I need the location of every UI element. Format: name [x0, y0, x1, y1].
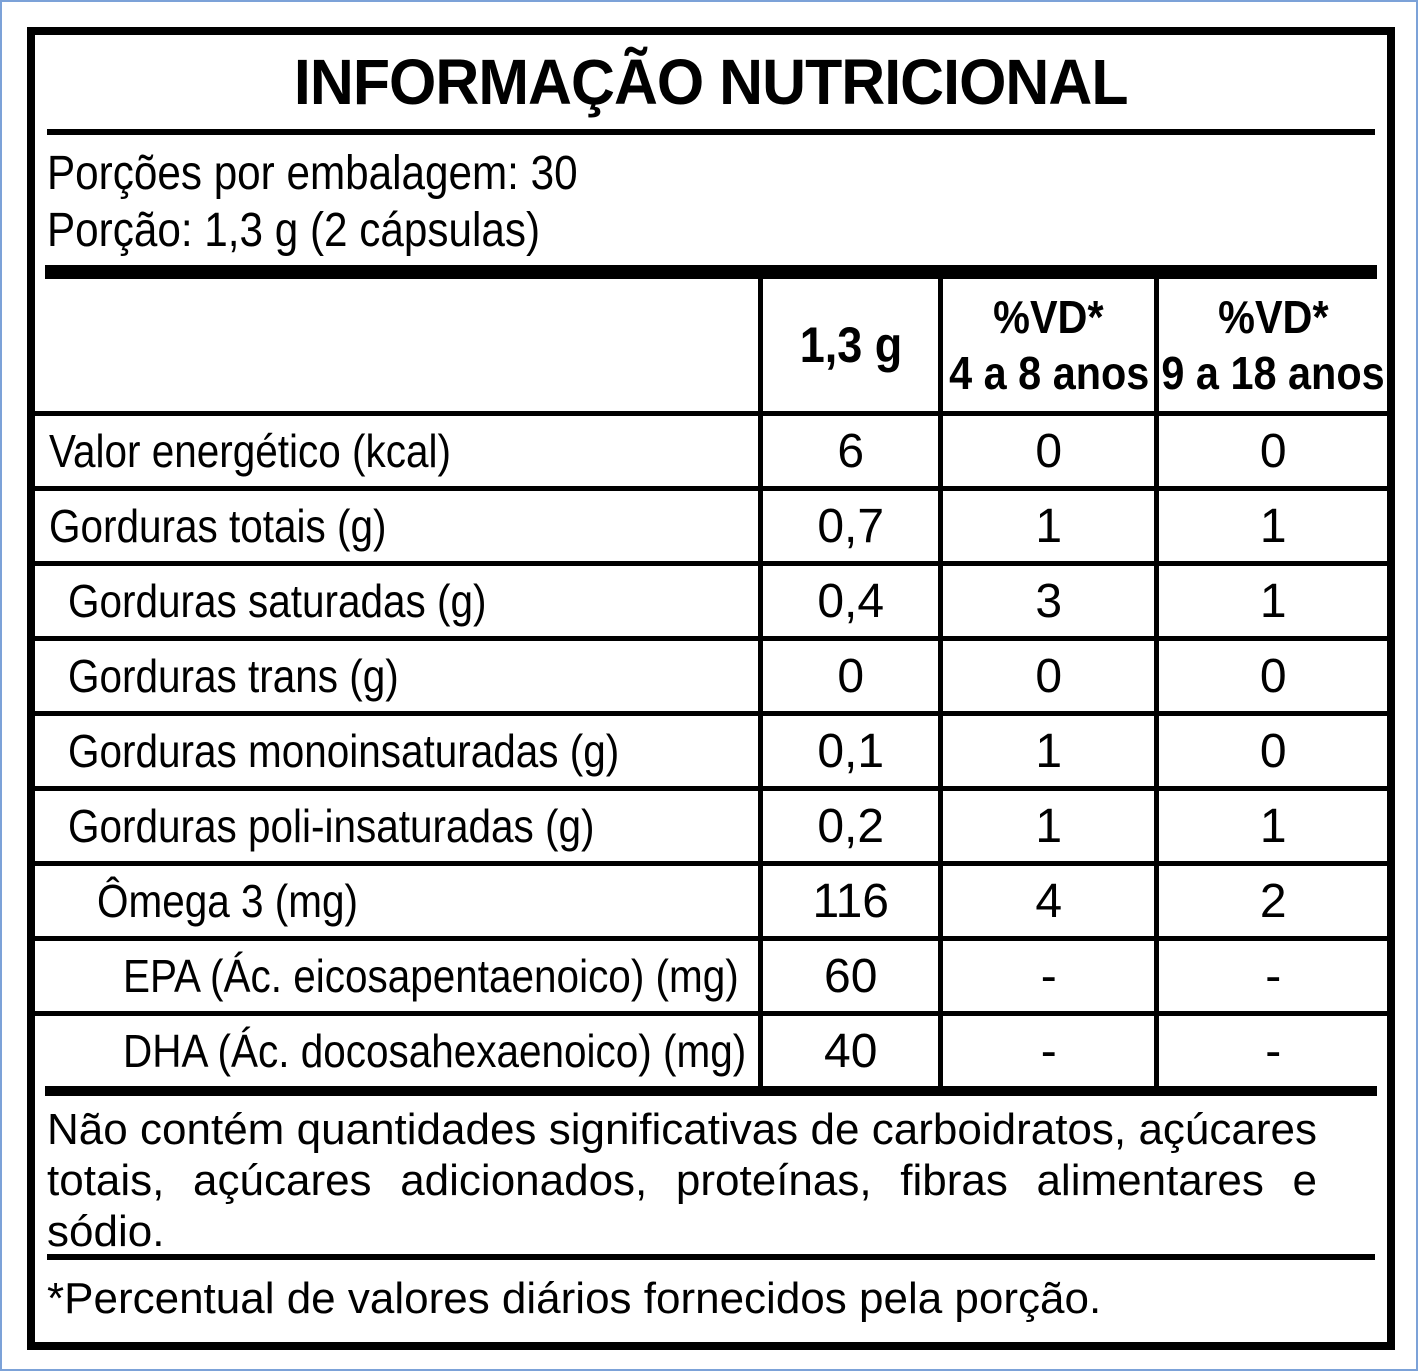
table-row-amount: 0,2	[758, 786, 939, 861]
column-header-vd-9-18: %VD* 9 a 18 anos	[1154, 279, 1387, 411]
table-row-label: DHA (Ác. docosahexaenoico) (mg)	[35, 1011, 759, 1086]
table-row-vd-9-18: 1	[1154, 486, 1387, 561]
nutrition-label-frame: INFORMAÇÃO NUTRICIONAL Porções por embal…	[27, 27, 1395, 1350]
table-row-amount: 0,4	[758, 561, 939, 636]
serving-info: Porções por embalagem: 30 Porção: 1,3 g …	[35, 135, 1387, 265]
table-row-label: Valor energético (kcal)	[35, 411, 759, 486]
table-row-amount: 0,7	[758, 486, 939, 561]
table-row-label: Gorduras monoinsaturadas (g)	[35, 711, 759, 786]
table-row-amount: 40	[758, 1011, 939, 1086]
serving-size: Porção: 1,3 g (2 cápsulas)	[47, 204, 541, 257]
table-row-vd-4-8: 4	[938, 861, 1155, 936]
table-row-vd-9-18: 1	[1154, 786, 1387, 861]
table-row-vd-4-8: 3	[938, 561, 1155, 636]
table-row-label: Gorduras trans (g)	[35, 636, 759, 711]
table-row-vd-9-18: 0	[1154, 636, 1387, 711]
table-row-amount: 0,1	[758, 711, 939, 786]
table-row-vd-4-8: -	[938, 936, 1155, 1011]
table-row-label: Gorduras poli-insaturadas (g)	[35, 786, 759, 861]
table-row-label: Ômega 3 (mg)	[35, 861, 759, 936]
table-row-label: Gorduras totais (g)	[35, 486, 759, 561]
table-row-vd-9-18: 0	[1154, 711, 1387, 786]
table-row-vd-4-8: 1	[938, 786, 1155, 861]
no-significant-amounts-note: Não contém quantidades significativas de…	[47, 1105, 1317, 1256]
column-header-amount: 1,3 g	[758, 279, 938, 411]
thick-divider-top	[45, 265, 1377, 279]
servings-per-package: Porções por embalagem: 30	[47, 147, 578, 200]
table-row-amount: 116	[758, 861, 939, 936]
table-row-vd-4-8: 0	[938, 636, 1155, 711]
nutrition-table: 1,3 g %VD* 4 a 8 anos %VD* 9 a 18 anos V…	[35, 279, 1387, 1086]
table-row-vd-9-18: -	[1154, 936, 1387, 1011]
table-row-amount: 60	[758, 936, 939, 1011]
table-row-label: Gorduras saturadas (g)	[35, 561, 759, 636]
footnote-divider	[47, 1254, 1375, 1260]
table-row-label: EPA (Ác. eicosapentaenoico) (mg)	[35, 936, 759, 1011]
table-row-vd-4-8: -	[938, 1011, 1155, 1086]
table-row-vd-9-18: 0	[1154, 411, 1387, 486]
table-row-vd-4-8: 1	[938, 486, 1155, 561]
column-header-vd-4-8: %VD* 4 a 8 anos	[938, 279, 1154, 411]
table-row-vd-9-18: 1	[1154, 561, 1387, 636]
table-row-vd-4-8: 0	[938, 411, 1155, 486]
column-header-blank	[35, 279, 758, 411]
thick-divider-bottom	[45, 1086, 1377, 1096]
table-row-amount: 6	[758, 411, 939, 486]
title-divider	[47, 129, 1375, 135]
page-title: INFORMAÇÃO NUTRICIONAL	[294, 46, 1129, 118]
label-header: INFORMAÇÃO NUTRICIONAL	[35, 35, 1387, 129]
table-row-vd-4-8: 1	[938, 711, 1155, 786]
table-row-vd-9-18: -	[1154, 1011, 1387, 1086]
table-row-vd-9-18: 2	[1154, 861, 1387, 936]
daily-value-footnote: *Percentual de valores diários fornecido…	[47, 1274, 1102, 1323]
table-row-amount: 0	[758, 636, 939, 711]
